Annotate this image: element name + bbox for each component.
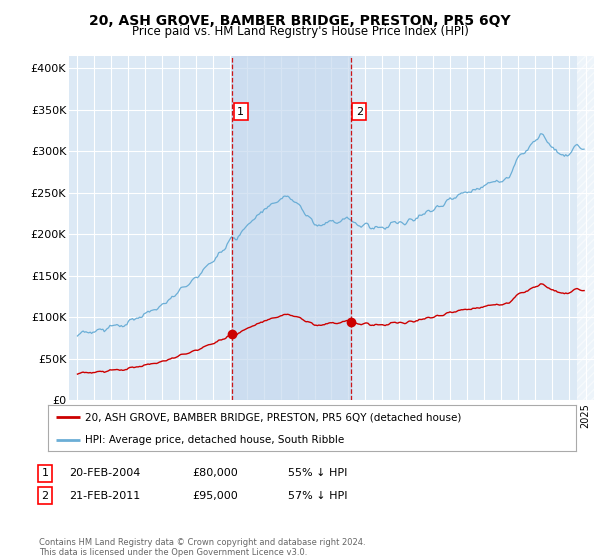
- Text: 1: 1: [41, 468, 49, 478]
- Text: Contains HM Land Registry data © Crown copyright and database right 2024.
This d: Contains HM Land Registry data © Crown c…: [39, 538, 365, 557]
- Bar: [232, 56, 350, 400]
- Text: £80,000: £80,000: [192, 468, 238, 478]
- Text: 2: 2: [41, 491, 49, 501]
- Text: 57% ↓ HPI: 57% ↓ HPI: [288, 491, 347, 501]
- Text: 2: 2: [356, 106, 363, 116]
- Text: £95,000: £95,000: [192, 491, 238, 501]
- Text: 1: 1: [237, 106, 244, 116]
- Text: 20, ASH GROVE, BAMBER BRIDGE, PRESTON, PR5 6QY: 20, ASH GROVE, BAMBER BRIDGE, PRESTON, P…: [89, 14, 511, 28]
- Text: 20-FEB-2004: 20-FEB-2004: [69, 468, 140, 478]
- Bar: [577, 56, 594, 400]
- Text: 21-FEB-2011: 21-FEB-2011: [69, 491, 140, 501]
- Text: 55% ↓ HPI: 55% ↓ HPI: [288, 468, 347, 478]
- Text: 20, ASH GROVE, BAMBER BRIDGE, PRESTON, PR5 6QY (detached house): 20, ASH GROVE, BAMBER BRIDGE, PRESTON, P…: [85, 412, 461, 422]
- Text: HPI: Average price, detached house, South Ribble: HPI: Average price, detached house, Sout…: [85, 435, 344, 445]
- Text: Price paid vs. HM Land Registry's House Price Index (HPI): Price paid vs. HM Land Registry's House …: [131, 25, 469, 38]
